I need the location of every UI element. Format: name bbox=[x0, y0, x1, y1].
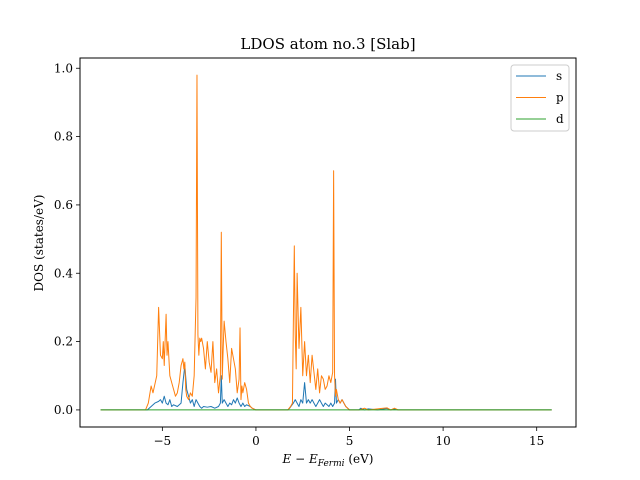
y-axis-ticks: 0.0 0.2 0.4 0.6 0.8 1.0 bbox=[54, 61, 80, 417]
x-axis-ticks: −5 0 5 10 15 bbox=[154, 427, 544, 448]
y-tick-label: 0.6 bbox=[54, 198, 73, 212]
plot-frame bbox=[79, 57, 577, 428]
chart-title: LDOS atom no.3 [Slab] bbox=[240, 35, 415, 53]
y-tick-label: 0.2 bbox=[54, 335, 73, 349]
y-axis-label: DOS (states/eV) bbox=[32, 195, 46, 292]
x-tick-label: 15 bbox=[529, 434, 544, 448]
legend-label-s: s bbox=[556, 69, 562, 83]
series-layer bbox=[100, 74, 552, 411]
legend-label-d: d bbox=[556, 112, 564, 126]
x-tick-label: 10 bbox=[435, 434, 450, 448]
y-tick-label: 1.0 bbox=[54, 61, 73, 75]
y-tick-label: 0.8 bbox=[54, 130, 73, 144]
y-tick-label: 0.4 bbox=[54, 266, 73, 280]
x-axis-label: E − EFermi (eV) bbox=[282, 452, 374, 469]
series-line-p bbox=[100, 74, 552, 411]
legend-label-p: p bbox=[556, 91, 564, 105]
x-axis-label-unit: (eV) bbox=[348, 452, 373, 466]
x-tick-label: −5 bbox=[154, 434, 172, 448]
x-tick-label: 5 bbox=[346, 434, 354, 448]
x-axis-label-main: E − E bbox=[282, 452, 318, 466]
x-tick-label: 0 bbox=[252, 434, 260, 448]
legend: spd bbox=[510, 64, 570, 132]
y-tick-label: 0.0 bbox=[54, 403, 73, 417]
x-axis-label-sub: Fermi bbox=[317, 459, 345, 469]
